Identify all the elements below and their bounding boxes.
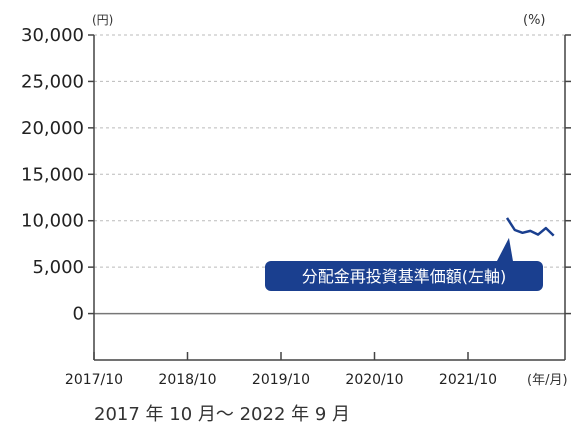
y-tick-label: 0 (73, 304, 84, 325)
x-tick-label: 2021/10 (439, 372, 497, 388)
period-caption: 2017 年 10 月～ 2022 年 9 月 (94, 404, 351, 425)
y-tick-label: 15,000 (21, 164, 84, 185)
series-label-callout: 分配金再投資基準価額(左軸) (265, 237, 543, 291)
y-tick-label: 25,000 (21, 71, 84, 92)
callout-box (265, 261, 543, 291)
callout-pointer (496, 237, 513, 261)
left-axis-unit: (円) (92, 13, 113, 27)
series-lines (505, 217, 555, 237)
x-tick-label: 2019/10 (252, 372, 310, 388)
y-tick-label: 10,000 (21, 211, 84, 232)
x-tick-labels: 2017/10 2018/10 2019/10 2020/10 2021/10 (65, 372, 497, 388)
gridlines (94, 34, 565, 268)
y-tick-label: 5,000 (32, 257, 84, 278)
y-tick-label: 30,000 (21, 25, 84, 46)
axes (88, 34, 571, 361)
x-tick-label: 2017/10 (65, 372, 123, 388)
right-axis-unit: (%) (523, 13, 546, 28)
x-axis-unit: (年/月) (527, 373, 568, 388)
x-tick-label: 2020/10 (345, 372, 403, 388)
y-tick-labels: 30,000 25,000 20,000 15,000 10,000 5,000 0 (21, 25, 84, 325)
y-tick-label: 20,000 (21, 118, 84, 139)
series-line-nav (505, 217, 555, 237)
x-tick-label: 2018/10 (158, 372, 216, 388)
line-chart: 30,000 25,000 20,000 15,000 10,000 5,000 0 201… (21, 13, 571, 388)
series-name-label: 分配金再投資基準価額(左軸) (302, 267, 507, 286)
